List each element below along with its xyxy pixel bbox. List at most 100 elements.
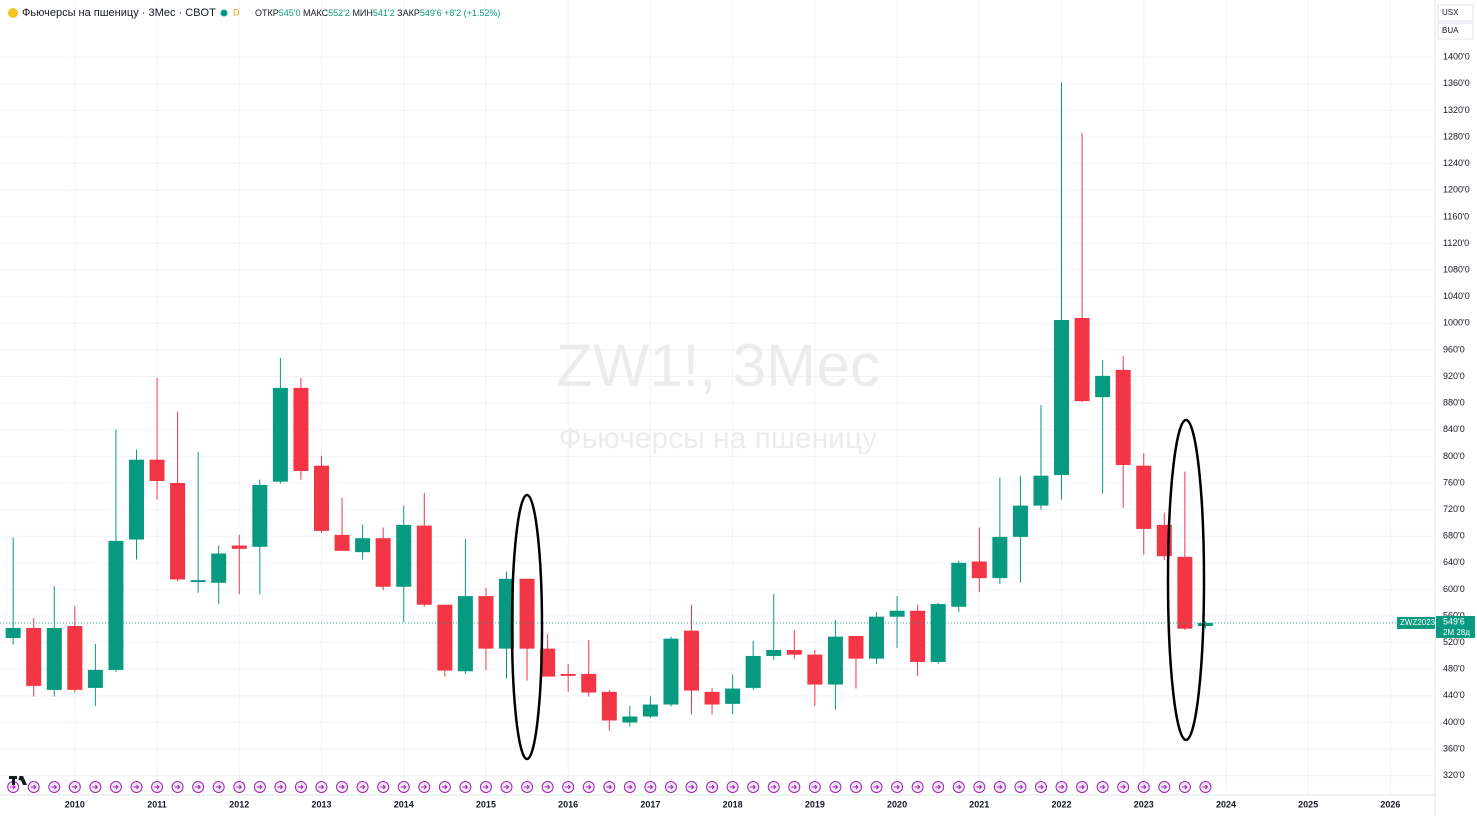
event-icon [438,781,451,793]
event-arrow [524,784,530,790]
event-icon [356,781,369,793]
event-icon [274,781,287,793]
event-arrow [585,784,592,790]
event-arrow [1058,784,1065,790]
candle-body [128,459,144,540]
unit[interactable]: BUA [1442,26,1459,35]
event-arrow [1037,784,1044,790]
status-dot [220,9,228,17]
event-arrow [1079,784,1085,790]
candle-body [5,628,21,638]
event-arrow [10,784,16,790]
candle-body [663,638,679,705]
event-icon [664,781,677,793]
candle-body [1054,319,1070,476]
unit-button[interactable] [1437,22,1474,40]
event-icon [808,781,821,793]
event-icon [706,781,719,793]
event-icon [253,781,266,793]
y-tick-label: 360'0 [1443,743,1465,753]
candle-body [581,673,597,693]
event-icon [500,781,513,793]
event-arrow [1202,784,1209,790]
x-tick-label: 2024 [1216,799,1236,809]
candle-body [745,655,761,688]
candle-body [1115,369,1131,466]
currency-button[interactable] [1437,4,1474,22]
price-tag [1436,615,1475,638]
watermark-symbol: ZW1!, 3Мес [556,332,880,399]
candle-body [786,649,802,655]
event-icon [932,781,945,793]
event-arrow [318,784,325,790]
y-tick-label: 1080'0 [1443,264,1470,274]
event-icon [336,781,349,793]
event-icon [644,781,657,793]
event-arrow [852,784,859,790]
high-label: МАКС [303,8,329,18]
event-icon [993,781,1006,793]
candle-body [108,540,124,670]
currency[interactable]: USX [1442,8,1459,17]
candle-body [211,553,227,583]
candle-body [1136,465,1152,529]
event-arrow [976,784,983,790]
x-tick-label: 2019 [805,799,825,809]
y-tick-label: 880'0 [1443,398,1465,408]
x-tick-label: 2017 [640,799,660,809]
header: Фьючерсы на пшеницу · 3Мес · CBOT D ОТКР… [8,7,500,19]
candle-body [622,716,638,723]
event-arrow [688,784,695,790]
candle-body [416,525,432,605]
event-arrow [1140,784,1147,790]
event-arrow [1181,784,1188,790]
x-tick-label: 2026 [1380,799,1400,809]
y-tick-label: 800'0 [1443,451,1465,461]
x-tick-label: 2011 [147,799,167,809]
event-icon [171,781,184,793]
candle-body [190,580,206,583]
candle-body [293,387,309,472]
candle-body [1197,622,1213,627]
price-tag-text: 549'6 [1443,616,1465,626]
event-arrow [154,784,160,790]
y-tick-label: 400'0 [1443,717,1465,727]
event-icon [294,781,307,793]
event-arrow [791,784,797,790]
candle-body [560,673,576,676]
event-icon [397,781,410,793]
annotation-ellipse [1166,418,1206,742]
event-arrow [606,784,612,790]
event-arrow [462,784,469,790]
event-arrow [811,784,818,790]
candle-body [725,688,741,704]
x-tick-label: 2014 [394,799,414,809]
candle-body [848,636,864,659]
event-icon [562,781,575,793]
candle-body [1033,475,1049,506]
candle-body [87,669,103,688]
candle-body [766,649,782,656]
event-icon [479,781,492,793]
y-tick-label: 1360'0 [1443,78,1470,88]
watermark-name: Фьючерсы на пшеницу [559,422,877,455]
event-icon [911,781,924,793]
x-tick-label: 2018 [723,799,743,809]
event-arrow [174,784,181,790]
event-arrow [770,784,777,790]
candle-body [910,610,926,662]
event-icon [541,781,554,793]
x-tick-label: 2023 [1134,799,1154,809]
event-arrow [750,784,756,790]
event-arrow [256,784,263,790]
event-arrow [996,784,1003,790]
symbol-icon [8,8,18,18]
candle-body [170,482,186,580]
event-arrow [709,784,715,790]
event-arrow [667,784,674,790]
candle-body [499,578,515,649]
event-icon [952,781,965,793]
event-icon [233,781,246,793]
event-arrow [955,784,962,790]
